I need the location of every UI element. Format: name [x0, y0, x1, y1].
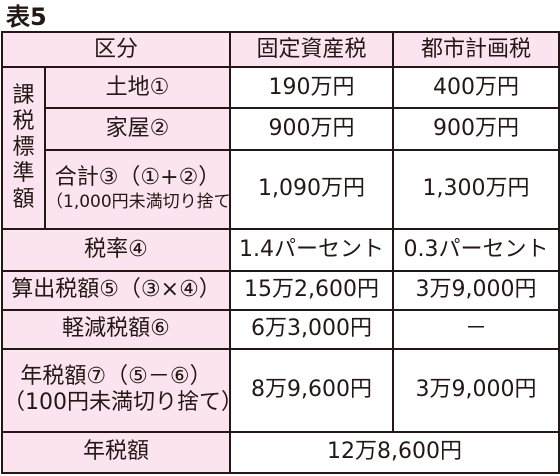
cell-computed-fixed: 15万2,600円	[229, 269, 395, 311]
table-row-total: 合計③（①+②） （1,000円未満切り捨て） 1,090万円 1,300万円	[2, 148, 560, 231]
cell-annual-total: 12万8,600円	[229, 430, 560, 475]
cell-land-city: 400万円	[392, 66, 560, 110]
header-row: 区分 固定資産税 都市計画税	[0, 30, 560, 69]
header-city-planning-tax: 都市計画税	[392, 30, 560, 69]
table-row-computed: 算出税額⑤（③×④） 15万2,600円 3万9,000円	[0, 269, 560, 311]
header-category: 区分	[0, 30, 232, 69]
cell-rate-fixed: 1.4パーセント	[229, 228, 395, 272]
cell-total-city: 1,300万円	[392, 148, 560, 231]
table-row-annual-total: 年税額 12万8,600円	[0, 430, 560, 475]
table-row-rate: 税率④ 1.4パーセント 0.3パーセント	[0, 228, 560, 272]
cell-rate-city: 0.3パーセント	[392, 228, 560, 272]
header-fixed-asset-tax: 固定資産税	[229, 30, 395, 69]
group-label-taxable-base: 課 税 標 準 額	[1, 66, 46, 231]
figure-title: 表5	[6, 3, 47, 31]
row-label-rate: 税率④	[0, 228, 232, 272]
cell-annual-city: 3万9,000円	[392, 347, 560, 433]
cell-house-fixed: 900万円	[229, 107, 395, 151]
row-label-total: 合計③（①+②） （1,000円未満切り捨て）	[43, 148, 232, 231]
cell-annual-fixed: 8万9,600円	[229, 347, 395, 433]
table-row-land: 課 税 標 準 額 土地① 190万円 400万円	[1, 66, 560, 231]
table-row-annual: 年税額⑦（⑤－⑥） （100円未満切り捨て） 8万9,600円 3万9,000円	[0, 347, 560, 433]
cell-house-city: 900万円	[392, 107, 560, 151]
row-label-annual: 年税額⑦（⑤－⑥） （100円未満切り捨て）	[0, 347, 232, 433]
row-label-house: 家屋②	[43, 107, 232, 151]
table-row-reduced: 軽減税額⑥ 6万3,000円 －	[0, 308, 560, 350]
cell-reduced-city: －	[392, 308, 560, 350]
cell-total-fixed: 1,090万円	[229, 148, 395, 231]
row-label-land: 土地①	[43, 66, 232, 110]
row-label-annual-total: 年税額	[0, 430, 232, 475]
table-row-house: 家屋② 900万円 900万円	[2, 107, 560, 151]
row-label-computed: 算出税額⑤（③×④）	[0, 269, 232, 311]
cell-reduced-fixed: 6万3,000円	[229, 308, 395, 350]
tax-table: 区分 固定資産税 都市計画税 課 税 標 準 額 土地① 190万円 400万円…	[0, 30, 560, 475]
cell-land-fixed: 190万円	[229, 66, 395, 110]
row-label-reduced: 軽減税額⑥	[0, 308, 232, 350]
cell-computed-city: 3万9,000円	[392, 269, 560, 311]
